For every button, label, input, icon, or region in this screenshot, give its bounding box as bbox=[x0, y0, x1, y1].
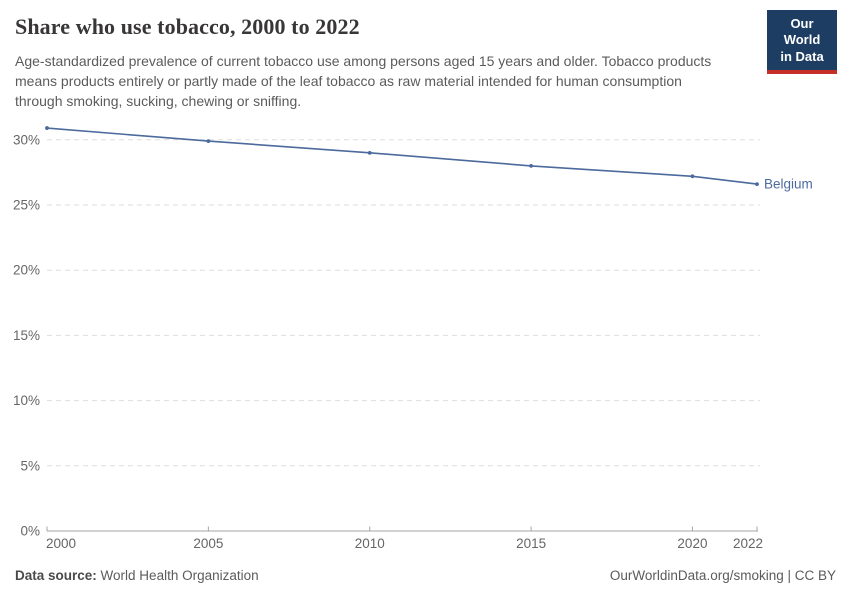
data-point bbox=[206, 139, 211, 144]
y-tick-label: 15% bbox=[13, 328, 40, 343]
data-point bbox=[367, 150, 372, 155]
data-point bbox=[755, 182, 759, 187]
data-source-label: Data source: bbox=[15, 568, 97, 583]
chart-footer: Data source: World Health Organization O… bbox=[15, 568, 836, 583]
chart-title: Share who use tobacco, 2000 to 2022 bbox=[15, 14, 360, 39]
series-line bbox=[46, 127, 758, 185]
owid-logo: Our World in Data bbox=[767, 10, 837, 74]
data-point bbox=[690, 174, 695, 179]
x-tick-label: 2015 bbox=[516, 536, 546, 551]
owid-logo-line2: in Data bbox=[780, 48, 824, 64]
owid-logo-line1: Our World bbox=[783, 16, 821, 48]
y-tick-label: 30% bbox=[13, 132, 40, 147]
y-tick-label: 10% bbox=[13, 393, 40, 408]
data-point bbox=[529, 163, 533, 168]
data-source: Data source: World Health Organization bbox=[15, 568, 259, 583]
x-tick-label: 2010 bbox=[355, 536, 385, 551]
series-label: Belgium bbox=[764, 177, 813, 192]
y-tick-label: 25% bbox=[13, 198, 40, 213]
x-tick-label: 2000 bbox=[46, 536, 76, 551]
x-tick-label: 2020 bbox=[677, 536, 707, 551]
x-tick-label: 2022 bbox=[733, 536, 763, 551]
data-source-value: World Health Organization bbox=[100, 568, 259, 583]
y-tick-label: 0% bbox=[20, 524, 40, 539]
x-tick-label: 2005 bbox=[193, 536, 223, 551]
data-point bbox=[45, 126, 49, 130]
y-tick-label: 5% bbox=[20, 458, 40, 473]
y-tick-label: 20% bbox=[13, 263, 40, 278]
credit-link: OurWorldinData.org/smoking | CC BY bbox=[609, 568, 836, 583]
chart-subtitle: Age-standardized prevalence of current t… bbox=[15, 53, 712, 109]
